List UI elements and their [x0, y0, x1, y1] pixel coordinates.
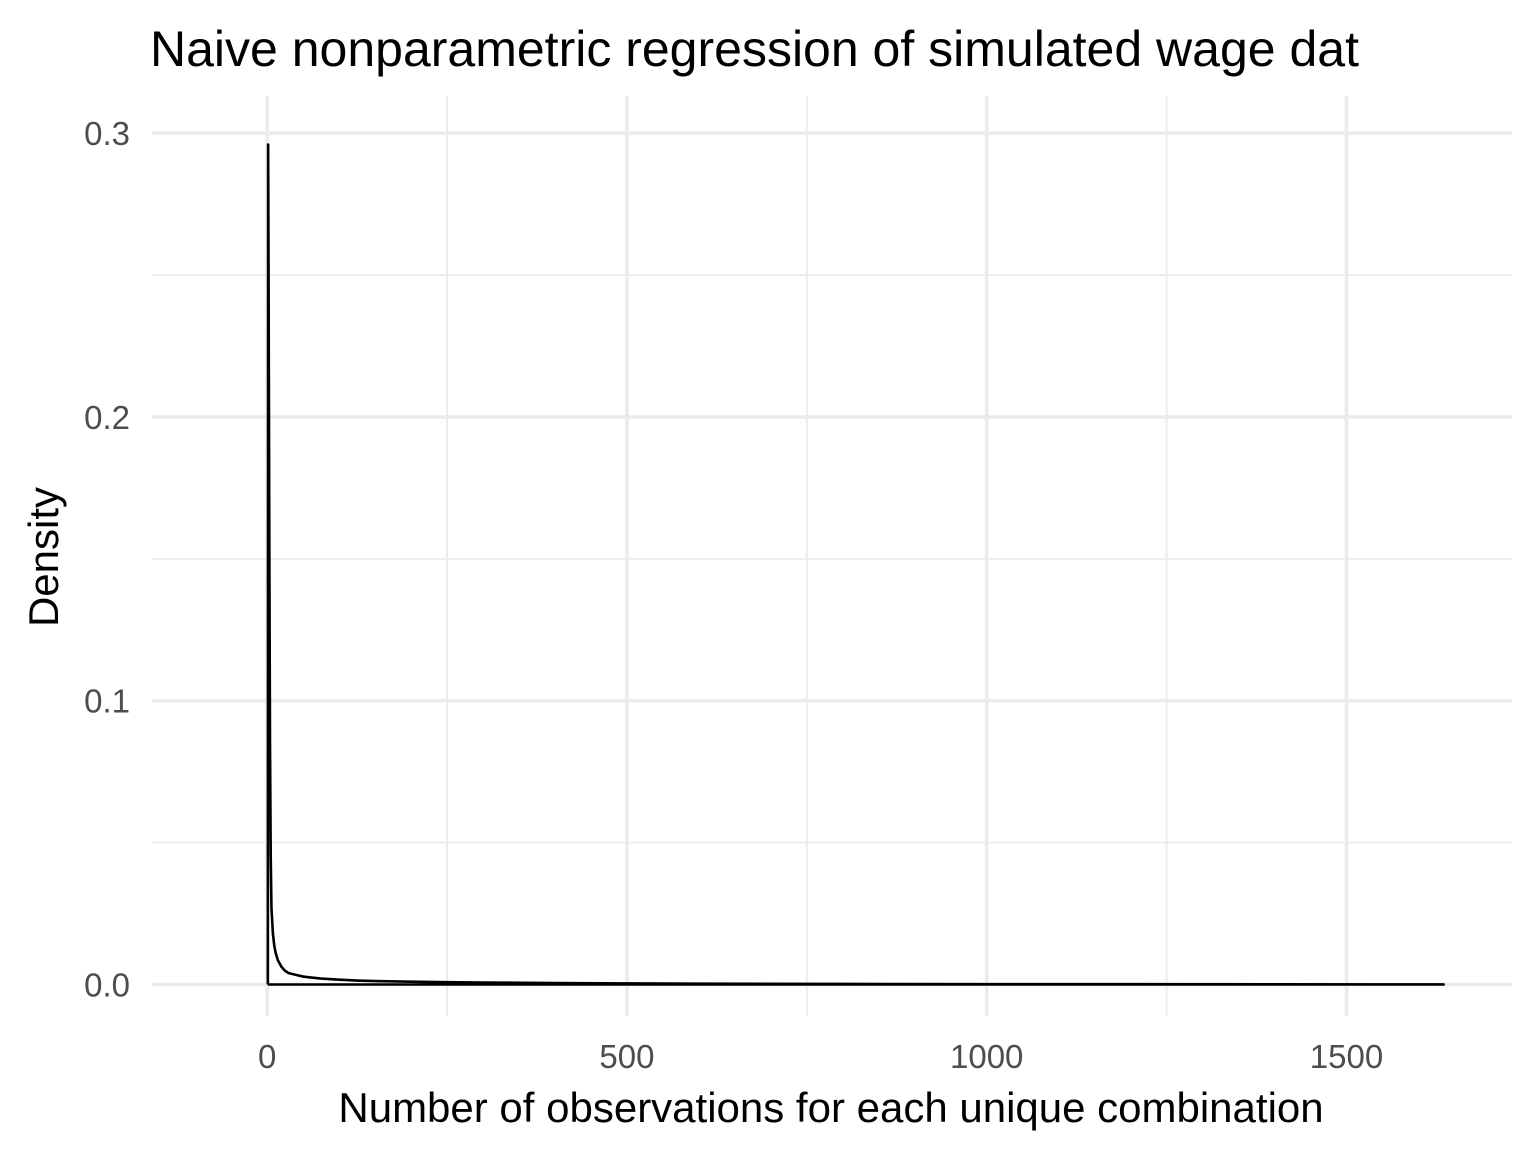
grid — [152, 96, 1512, 1016]
y-axis-title: Density — [20, 487, 67, 627]
x-tick-label: 0 — [258, 1038, 276, 1075]
x-axis-title: Number of observations for each unique c… — [338, 1084, 1323, 1131]
y-tick-label: 0.1 — [84, 683, 130, 720]
plot-area — [266, 143, 1445, 986]
density-curve — [266, 143, 1445, 986]
x-tick-label: 1500 — [1310, 1038, 1383, 1075]
y-tick-label: 0.0 — [84, 967, 130, 1004]
x-tick-label: 500 — [599, 1038, 654, 1075]
x-tick-label: 1000 — [950, 1038, 1023, 1075]
y-axis-ticks: 0.0 0.1 0.2 0.3 — [84, 115, 130, 1003]
chart-title: Naive nonparametric regression of simula… — [150, 21, 1359, 77]
y-tick-label: 0.2 — [84, 399, 130, 436]
y-tick-label: 0.3 — [84, 115, 130, 152]
x-axis-ticks: 0 500 1000 1500 — [258, 1038, 1383, 1075]
